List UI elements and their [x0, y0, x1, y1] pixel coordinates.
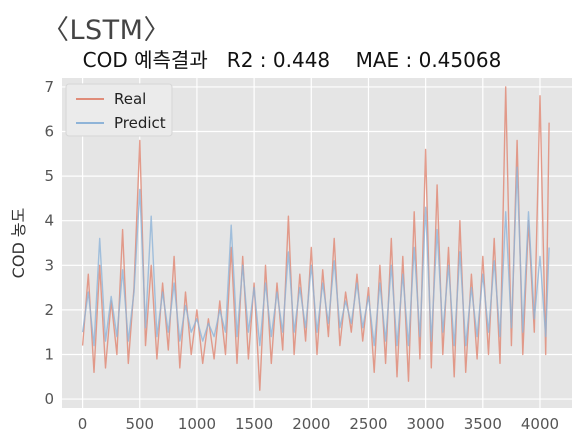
y-axis-label: COD 농도	[9, 208, 28, 279]
legend: Real Predict	[65, 83, 173, 137]
legend-label-real: Real	[114, 90, 146, 108]
chart-title: COD 예측결과 R2 : 0.448 MAE : 0.45068	[82, 48, 502, 72]
x-tick-label: 500	[125, 415, 154, 433]
x-tick-label: 3500	[464, 415, 502, 433]
y-tick-label: 5	[44, 167, 54, 185]
y-tick-label: 0	[44, 390, 54, 408]
x-tick-label: 2500	[349, 415, 387, 433]
y-tick-label: 1	[44, 345, 54, 363]
x-ticks: 0 500 1000 1500 2000 2500 3000 3500 4000	[78, 415, 559, 433]
figure-label: 〈LSTM〉	[42, 15, 171, 46]
y-tick-label: 6	[44, 123, 54, 141]
y-ticks: 0 1 2 3 4 5 6 7	[44, 78, 54, 408]
legend-label-predict: Predict	[114, 114, 166, 132]
y-tick-label: 7	[44, 78, 54, 96]
series-layer	[81, 86, 550, 391]
series-line-predict	[81, 166, 550, 347]
x-tick-label: 0	[78, 415, 88, 433]
y-tick-label: 2	[44, 301, 54, 319]
x-tick-label: 3000	[407, 415, 445, 433]
y-tick-label: 4	[44, 212, 54, 230]
x-tick-label: 4000	[521, 415, 559, 433]
x-tick-label: 2000	[292, 415, 330, 433]
x-tick-label: 1000	[178, 415, 216, 433]
x-tick-label: 1500	[235, 415, 273, 433]
y-tick-label: 3	[44, 256, 54, 274]
